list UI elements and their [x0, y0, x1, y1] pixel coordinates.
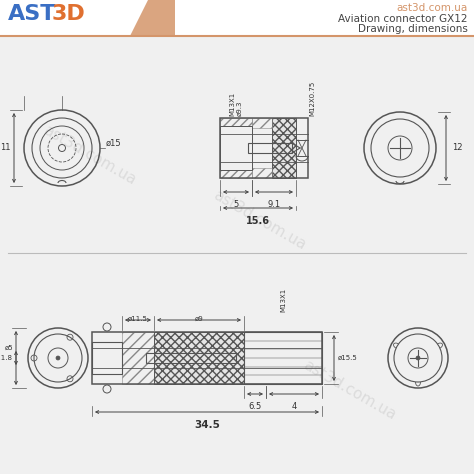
Text: AST: AST	[8, 4, 56, 24]
Bar	[248, 143, 292, 153]
Text: ast3d.com.ua: ast3d.com.ua	[211, 187, 309, 253]
Text: 5: 5	[233, 200, 238, 209]
Text: ø15.5: ø15.5	[338, 355, 358, 361]
Text: ast3d.com.ua: ast3d.com.ua	[41, 122, 139, 188]
Text: 12: 12	[452, 144, 463, 153]
Polygon shape	[148, 0, 474, 36]
Polygon shape	[130, 0, 175, 36]
Bar	[252, 168, 272, 178]
Text: 6.5: 6.5	[248, 402, 262, 411]
Bar	[122, 332, 154, 384]
Text: Aviation connector GX12: Aviation connector GX12	[338, 14, 468, 24]
Bar	[0, 0, 474, 36]
Bar	[252, 118, 272, 128]
Bar	[220, 118, 308, 178]
Bar	[220, 126, 252, 170]
Circle shape	[56, 356, 60, 360]
Text: ast3d.com.ua: ast3d.com.ua	[301, 357, 399, 423]
Text: 3D: 3D	[52, 4, 86, 24]
Text: ø11.8: ø11.8	[0, 355, 13, 361]
Text: ø9: ø9	[195, 316, 203, 322]
Text: 9.1: 9.1	[267, 200, 281, 209]
Bar	[272, 118, 296, 178]
Circle shape	[416, 356, 420, 360]
Bar	[92, 342, 122, 374]
Text: M13X1: M13X1	[229, 92, 235, 116]
Bar	[220, 170, 252, 178]
Text: 15.6: 15.6	[246, 216, 270, 226]
Bar	[220, 118, 252, 126]
Bar	[146, 353, 236, 363]
Text: Drawing, dimensions: Drawing, dimensions	[358, 24, 468, 34]
Text: M12X0.75: M12X0.75	[309, 81, 315, 116]
Bar	[154, 332, 244, 384]
Text: ø15: ø15	[106, 138, 122, 147]
Bar	[244, 332, 322, 384]
Text: 34.5: 34.5	[194, 420, 220, 430]
Text: ast3d.com.ua: ast3d.com.ua	[397, 3, 468, 13]
Text: 11: 11	[0, 144, 11, 153]
Text: M13X1: M13X1	[280, 288, 286, 312]
Text: ø11.5: ø11.5	[128, 316, 148, 322]
Bar	[92, 332, 322, 384]
Text: ø5: ø5	[4, 345, 13, 351]
Text: ø9.3: ø9.3	[237, 100, 243, 116]
Text: 4: 4	[292, 402, 297, 411]
